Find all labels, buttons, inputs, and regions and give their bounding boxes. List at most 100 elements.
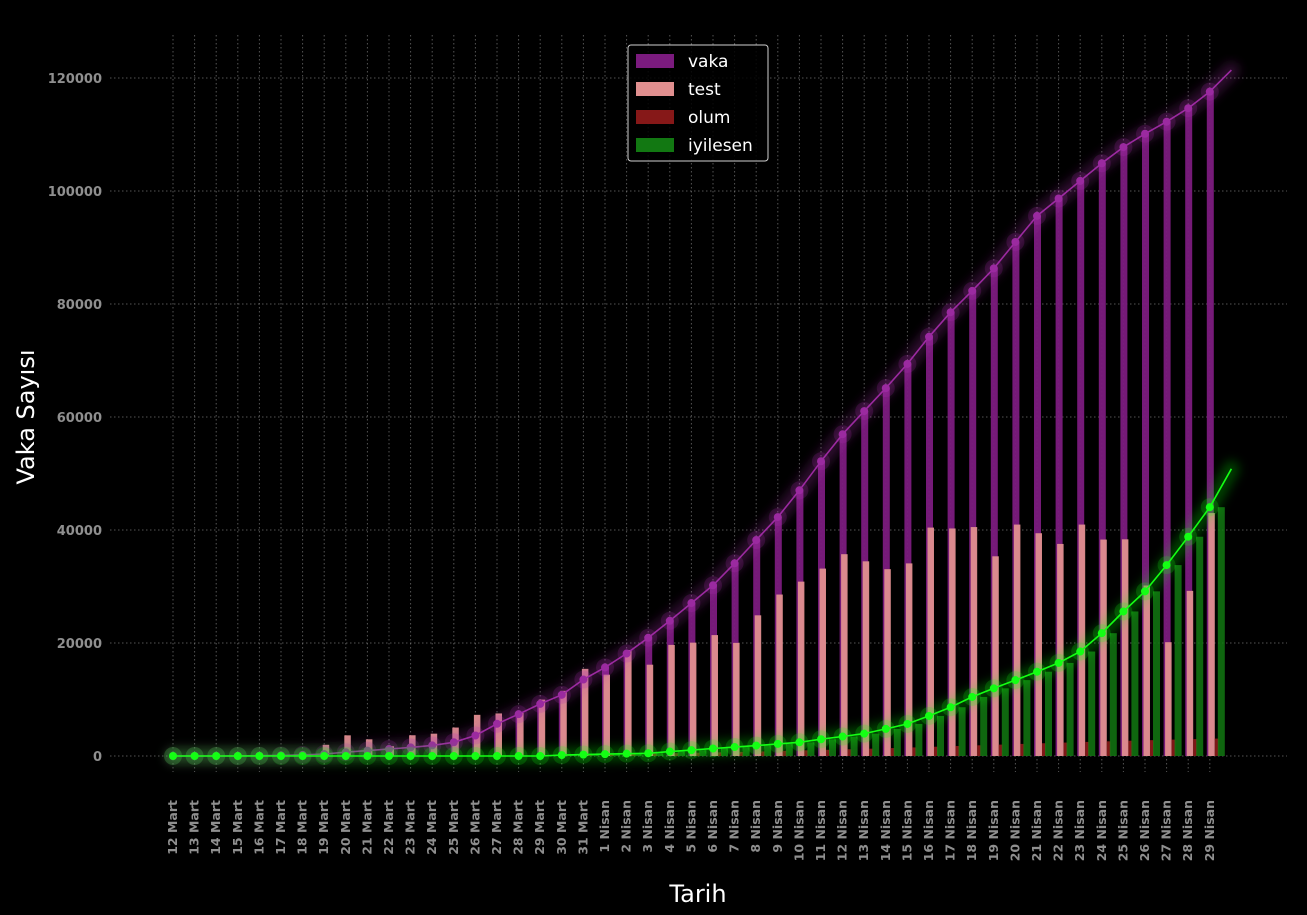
iyilesen-bar	[937, 715, 944, 756]
x-tick-label: 7 Nisan	[727, 800, 742, 853]
olum-bar	[804, 750, 809, 756]
iyilesen-bar	[1045, 671, 1052, 756]
x-tick-label: 22 Mart	[381, 800, 396, 855]
iyilesen-bar	[1217, 507, 1225, 756]
vaka-point	[1033, 211, 1041, 220]
y-axis-label: Vaka Sayısı	[12, 349, 40, 484]
iyilesen-bar	[1174, 565, 1182, 756]
iyilesen-bar	[1088, 651, 1096, 756]
x-tick-label: 31 Mart	[575, 800, 590, 855]
iyilesen-point	[536, 752, 545, 760]
iyilesen-point	[471, 752, 480, 760]
legend: vaka test olum iyilesen	[627, 44, 769, 162]
iyilesen-point	[1162, 561, 1171, 570]
iyilesen-point	[557, 751, 566, 760]
vaka-bar	[969, 290, 977, 756]
x-tick-label: 3 Nisan	[640, 800, 655, 853]
x-tick-label: 22 Nisan	[1051, 800, 1066, 861]
x-tick-label: 23 Nisan	[1072, 800, 1087, 861]
x-tick-label: 20 Nisan	[1007, 800, 1022, 861]
vaka-point	[536, 699, 545, 708]
iyilesen-point	[169, 752, 177, 760]
iyilesen-point	[925, 711, 933, 720]
vaka-point	[557, 690, 566, 699]
test-bar	[668, 644, 675, 756]
vaka-bar	[1206, 91, 1214, 757]
vaka-bar	[904, 363, 912, 756]
x-tick-label: 5 Nisan	[683, 800, 698, 853]
vaka-point	[665, 616, 674, 625]
iyilesen-bar	[915, 723, 923, 756]
vaka-point	[1011, 237, 1020, 246]
y-tick-label: 100000	[48, 185, 102, 200]
iyilesen-point	[687, 746, 696, 755]
x-tick-label: 28 Mart	[511, 800, 526, 855]
vaka-point	[773, 513, 782, 522]
vaka-point	[471, 731, 480, 740]
iyilesen-point	[622, 749, 631, 758]
test-bar	[862, 561, 870, 756]
x-tick-label: 12 Nisan	[835, 800, 850, 861]
y-tick-label: 120000	[48, 72, 102, 87]
vaka-point	[687, 599, 696, 608]
vaka-bar	[990, 268, 998, 756]
test-bar	[603, 674, 610, 756]
vaka-point	[795, 486, 804, 495]
test-bar	[538, 699, 546, 756]
iyilesen-bar	[1109, 633, 1117, 756]
x-tick-label: 19 Mart	[316, 800, 331, 855]
iyilesen-point	[385, 752, 393, 760]
iyilesen-point	[514, 752, 523, 760]
x-tick-label: 16 Mart	[251, 800, 266, 855]
vaka-point	[709, 581, 717, 590]
x-tick-label: 29 Mart	[532, 800, 547, 855]
x-tick-label: 20 Mart	[338, 800, 353, 855]
test-bar	[646, 664, 654, 756]
test-bar	[689, 642, 697, 756]
test-bar	[625, 650, 632, 756]
test-bar	[1143, 585, 1150, 756]
olum-bar	[826, 749, 830, 756]
olum-bar	[1214, 738, 1219, 756]
iyilesen-point	[190, 752, 199, 760]
vaka-bar	[1012, 241, 1020, 756]
test-bar	[1035, 533, 1042, 756]
iyilesen-bar	[1001, 688, 1009, 756]
vaka-point	[601, 663, 609, 672]
test-bar	[927, 527, 934, 756]
test-bar	[819, 568, 826, 756]
iyilesen-point	[406, 752, 415, 760]
x-axis-label: Tarih	[668, 880, 726, 908]
x-tick-label: 13 Nisan	[856, 800, 871, 861]
x-tick-label: 16 Nisan	[921, 800, 936, 861]
x-tick-label: 1 Nisan	[597, 800, 612, 853]
olum-bar	[977, 745, 982, 756]
olum-bar	[869, 748, 874, 756]
iyilesen-point	[493, 752, 501, 760]
x-tick-label: 15 Nisan	[899, 800, 914, 861]
iyilesen-point	[1097, 629, 1106, 638]
iyilesen-point	[428, 752, 437, 760]
vaka-point	[1119, 143, 1128, 152]
vaka-point	[1184, 104, 1193, 113]
iyilesen-bar	[1066, 662, 1074, 756]
iyilesen-point	[579, 750, 588, 759]
legend-label-test: test	[688, 80, 721, 100]
x-tick-label: 8 Nisan	[748, 800, 763, 853]
vaka-point	[730, 559, 739, 568]
x-tick-label: 21 Nisan	[1029, 800, 1044, 861]
vaka-point	[881, 384, 890, 393]
vaka-bar	[1034, 215, 1041, 757]
vaka-point	[1097, 159, 1106, 168]
x-tick-label: 24 Mart	[424, 800, 439, 855]
iyilesen-point	[1011, 676, 1020, 685]
vaka-point	[968, 286, 977, 295]
x-tick-label: 28 Nisan	[1180, 800, 1195, 861]
vaka-point	[514, 710, 523, 719]
iyilesen-bar	[850, 736, 858, 756]
test-bar	[797, 581, 805, 756]
legend-swatch-olum	[636, 110, 674, 124]
x-tick-label: 14 Mart	[208, 800, 223, 855]
legend-label-vaka: vaka	[688, 52, 728, 72]
y-tick-label: 20000	[57, 637, 102, 652]
